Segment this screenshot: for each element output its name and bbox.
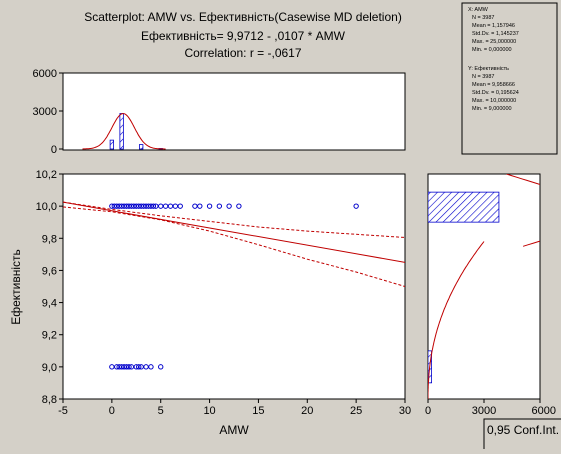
x-tick-label: 25 [350,405,362,417]
y-tick-label: 9,0 [42,362,57,374]
stats-value-line: Std.Dv. = 0,195624 [472,90,519,96]
y-axis-label: Ефективність [9,249,23,325]
stats-value-line: Max. = 25,000000 [472,39,516,45]
x-axis-label: AMW [219,423,249,437]
y-histogram-x-ticks: 0 3000 6000 [425,399,556,417]
x-histogram-y-ticks: 0 3000 6000 [33,68,63,156]
x-tick-label: 10 [203,405,215,417]
y-tick-label: 10,2 [36,169,57,181]
stats-box: X: AMW N = 3987 Mean = 1,157946 Std.Dv. = 1… [462,3,557,154]
hist-bar [110,140,114,149]
y-tick-label: 8,8 [42,394,57,406]
stats-value-line: N = 3987 [472,15,494,21]
scatter-plot-area [63,174,405,399]
hist-x-tick-label: 6000 [532,405,556,417]
stats-value-line: Mean = 1,157946 [472,23,515,29]
stats-header-line: Y: Ефективність [468,66,509,72]
stats-value-line: Min. = 9,000000 [472,106,512,112]
x-tick-label: 0 [109,405,115,417]
conf-int-label: 0,95 Conf.Int. [487,423,559,437]
stats-value-line: N = 3987 [472,74,494,80]
x-tick-label: 15 [252,405,264,417]
hist-bar [428,192,499,222]
conf-int-legend: 0,95 Conf.Int. [484,419,561,449]
stats-value-line: Std.Dv. = 1,145237 [472,31,519,37]
hist-y-tick-label: 6000 [33,68,57,80]
x-tick-label: -5 [58,405,68,417]
hist-bar [139,145,143,149]
hist-y-tick-label: 3000 [33,106,57,118]
correlation-text: Correlation: r = -,0617 [184,46,301,60]
x-histogram-plot-area [63,73,405,150]
x-tick-label: 30 [399,405,411,417]
x-tick-label: 20 [301,405,313,417]
chart-title: Scatterplot: AMW vs. Ефективність(Casewi… [84,10,402,24]
y-histogram-panel: 0 3000 6000 [425,174,561,417]
scatter-panel: -5 0 5 10 15 20 25 30 8,8 9,0 9,2 9,4 9,6 9,8 10,0 10,2… [9,169,411,437]
stats-header-line: X: AMW [468,7,489,13]
stats-value-line: Mean = 9,958666 [472,82,515,88]
y-tick-label: 10,0 [36,201,57,213]
hist-x-tick-label: 0 [425,405,431,417]
y-tick-label: 9,4 [42,298,57,310]
y-tick-label: 9,2 [42,330,57,342]
hist-x-tick-label: 3000 [472,405,496,417]
regression-equation: Ефективність= 9,9712 - ,0107 * AMW [141,29,346,43]
x-histogram-panel: 0 3000 6000 [33,68,405,156]
x-tick-label: 5 [158,405,164,417]
y-tick-label: 9,8 [42,233,57,245]
stats-value-line: Min. = 0,000000 [472,47,512,53]
hist-y-tick-label: 0 [51,144,57,156]
hist-bar [120,114,124,149]
stats-value-line: Max. = 10,000000 [472,98,516,104]
y-tick-label: 9,6 [42,265,57,277]
